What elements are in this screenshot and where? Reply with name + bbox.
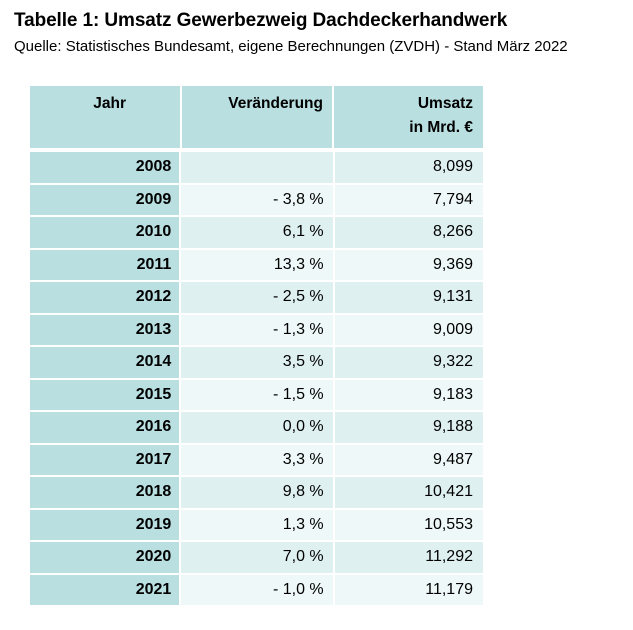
revenue-cell: 11,179	[334, 574, 483, 605]
change-cell: 13,3 %	[181, 249, 333, 280]
table-row: 2021- 1,0 % 11,179	[30, 574, 483, 605]
year-cell: 2021	[30, 574, 180, 605]
revenue-cell: 9,183	[334, 379, 483, 410]
table-row: 2013- 1,3 % 9,009	[30, 314, 483, 345]
year-cell: 2014	[30, 347, 180, 378]
header-change: Veränderung	[180, 86, 332, 148]
table-row: 2008 8,099	[30, 152, 483, 183]
change-cell: - 1,0 %	[181, 574, 333, 605]
year-cell: 2020	[30, 542, 180, 573]
revenue-cell: 8,099	[334, 152, 483, 183]
table-row: 2011 13,3 % 9,369	[30, 249, 483, 280]
table-row: 2020 7,0 % 11,292	[30, 542, 483, 573]
change-cell: 9,8 %	[181, 477, 333, 508]
revenue-cell: 8,266	[334, 217, 483, 248]
table-row: 2015- 1,5 % 9,183	[30, 379, 483, 410]
year-cell: 2009	[30, 184, 180, 215]
revenue-cell: 10,553	[334, 509, 483, 540]
revenue-cell: 9,322	[334, 347, 483, 378]
change-cell: - 3,8 %	[181, 184, 333, 215]
change-cell: 3,5 %	[181, 347, 333, 378]
change-cell: 7,0 %	[181, 542, 333, 573]
year-cell: 2013	[30, 314, 180, 345]
revenue-cell: 9,131	[334, 282, 483, 313]
revenue-cell: 9,188	[334, 412, 483, 443]
year-cell: 2011	[30, 249, 180, 280]
change-cell: - 1,3 %	[181, 314, 333, 345]
revenue-table: Jahr Veränderung Umsatz in Mrd. € 2008 8,…	[30, 86, 483, 607]
change-cell: 0,0 %	[181, 412, 333, 443]
table-row: 2009- 3,8 % 7,794	[30, 184, 483, 215]
year-cell: 2018	[30, 477, 180, 508]
change-cell: 1,3 %	[181, 509, 333, 540]
change-cell	[181, 152, 333, 183]
revenue-cell: 10,421	[334, 477, 483, 508]
table-row: 2012- 2,5 % 9,131	[30, 282, 483, 313]
header-revenue-label: Umsatz	[417, 95, 473, 112]
table-body: 2008 8,099 2009- 3,8 % 7,794 2010 6,1 % 8,266 2…	[30, 152, 483, 605]
revenue-cell: 11,292	[334, 542, 483, 573]
table-row: 2019 1,3 % 10,553	[30, 509, 483, 540]
header-revenue: Umsatz in Mrd. €	[332, 86, 483, 148]
table-row: 2018 9,8 % 10,421	[30, 477, 483, 508]
table-header: Jahr Veränderung Umsatz in Mrd. €	[30, 86, 483, 148]
table-row: 2017 3,3 % 9,487	[30, 444, 483, 475]
revenue-cell: 9,369	[334, 249, 483, 280]
year-cell: 2012	[30, 282, 180, 313]
change-cell: - 1,5 %	[181, 379, 333, 410]
table-row: 2010 6,1 % 8,266	[30, 217, 483, 248]
table-row: 2016 0,0 % 9,188	[30, 412, 483, 443]
change-cell: 6,1 %	[181, 217, 333, 248]
change-cell: 3,3 %	[181, 444, 333, 475]
revenue-cell: 9,009	[334, 314, 483, 345]
year-cell: 2017	[30, 444, 180, 475]
header-year: Jahr	[93, 95, 126, 112]
header-revenue-unit: in Mrd. €	[409, 119, 473, 136]
table-row: 2014 3,5 % 9,322	[30, 347, 483, 378]
year-cell: 2019	[30, 509, 180, 540]
year-cell: 2008	[30, 152, 180, 183]
year-cell: 2015	[30, 379, 180, 410]
year-cell: 2010	[30, 217, 180, 248]
table-title: Tabelle 1: Umsatz Gewerbezweig Dachdecke…	[14, 10, 508, 31]
year-cell: 2016	[30, 412, 180, 443]
change-cell: - 2,5 %	[181, 282, 333, 313]
revenue-cell: 7,794	[334, 184, 483, 215]
revenue-cell: 9,487	[334, 444, 483, 475]
table-source: Quelle: Statistisches Bundesamt, eigene …	[14, 38, 568, 55]
